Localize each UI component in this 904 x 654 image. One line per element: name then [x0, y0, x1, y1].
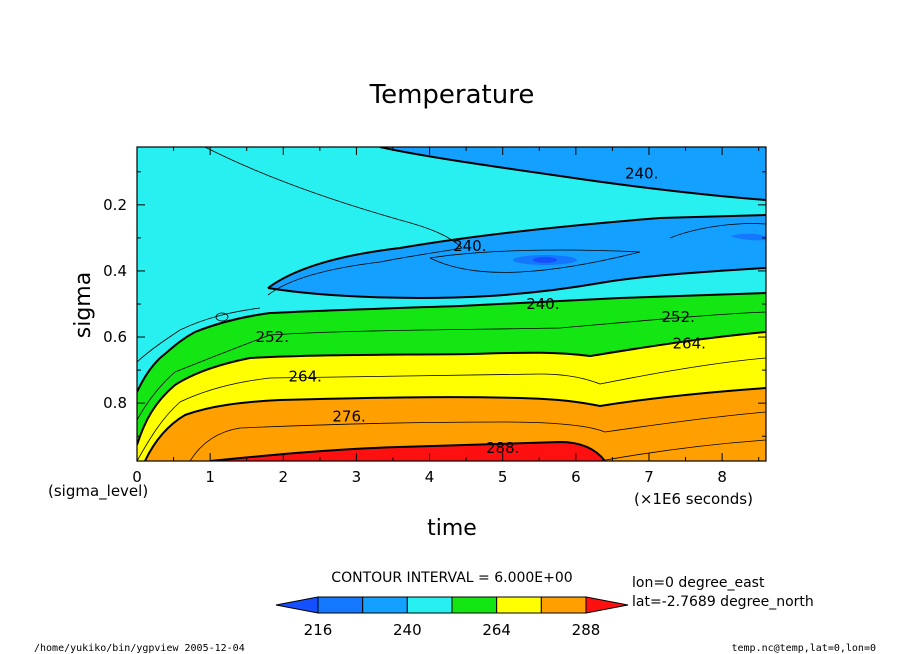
contour-field [137, 147, 766, 461]
contour-label: 252. [256, 328, 289, 346]
band-276-288 [137, 388, 766, 461]
contour-label: 240. [625, 164, 658, 182]
colorbar-cell [496, 596, 542, 614]
colorbar [275, 596, 629, 614]
chart-title: Temperature [369, 80, 535, 110]
x-unit-note: (×1E6 seconds) [634, 490, 753, 508]
colorbar-cell [540, 596, 587, 614]
contour-label: 252. [662, 308, 695, 326]
contour-label: 240. [526, 295, 559, 313]
info-lat: lat=-2.7689 degree_north [632, 594, 814, 610]
y-axis-note: (sigma_level) [48, 482, 148, 501]
contour-label: 288. [486, 439, 519, 457]
x-tick-label: 6 [571, 468, 581, 486]
contour-label: 264. [289, 368, 322, 386]
band-coldcore-edge [730, 233, 766, 241]
colorbar-label: 216 [304, 621, 333, 639]
y-axis: 0.2 0.4 0.6 0.8 [103, 171, 766, 437]
colorbar-label: 288 [572, 621, 601, 639]
info-lon: lon=0 degree_east [632, 575, 765, 591]
colorbar-cell [406, 596, 453, 614]
band-coldest [533, 257, 557, 263]
x-axis: 0 1 2 3 4 5 6 7 8 [132, 147, 760, 486]
colorbar-cell [317, 596, 364, 614]
footer-file: temp.nc@temp,lat=0,lon=0 [732, 643, 877, 654]
x-tick-label: 2 [279, 468, 289, 486]
colorbar-cell [451, 596, 498, 614]
colorbar-labels: 216 240 264 288 [304, 621, 601, 639]
band-upper-cold [137, 147, 766, 200]
x-tick-label: 1 [205, 468, 215, 486]
x-tick-label: 3 [352, 468, 362, 486]
y-tick-label: 0.2 [103, 196, 127, 214]
colorbar-arrow-low [275, 596, 319, 614]
colorbar-label: 264 [482, 621, 511, 639]
y-tick-label: 0.6 [103, 328, 127, 346]
contour-labels: 240. 240. 240. 252. 252. 264. 264. 276. 288. [256, 164, 706, 457]
footer-path: /home/yukiko/bin/ygpview 2005-12-04 [34, 643, 245, 654]
contour-lines-minor [137, 147, 766, 461]
y-axis-label: sigma [71, 272, 96, 338]
y-tick-label: 0.8 [103, 394, 127, 412]
x-tick-label: 0 [132, 468, 142, 486]
contour-label: 276. [332, 407, 365, 425]
colorbar-label: 240 [393, 621, 422, 639]
colorbar-arrow-high [585, 596, 629, 614]
x-tick-label: 4 [425, 468, 435, 486]
contour-interval-text: CONTOUR INTERVAL = 6.000E+00 [331, 570, 572, 586]
x-tick-label: 8 [717, 468, 727, 486]
colorbar-cell [362, 596, 408, 614]
band-288-up [210, 442, 605, 461]
x-tick-label: 7 [644, 468, 654, 486]
contour-label: 240. [453, 237, 486, 255]
y-tick-label: 0.4 [103, 262, 127, 280]
x-axis-label: time [427, 516, 477, 541]
x-tick-label: 5 [498, 468, 508, 486]
contour-lines-major [137, 147, 766, 461]
contour-label: 264. [673, 335, 706, 353]
